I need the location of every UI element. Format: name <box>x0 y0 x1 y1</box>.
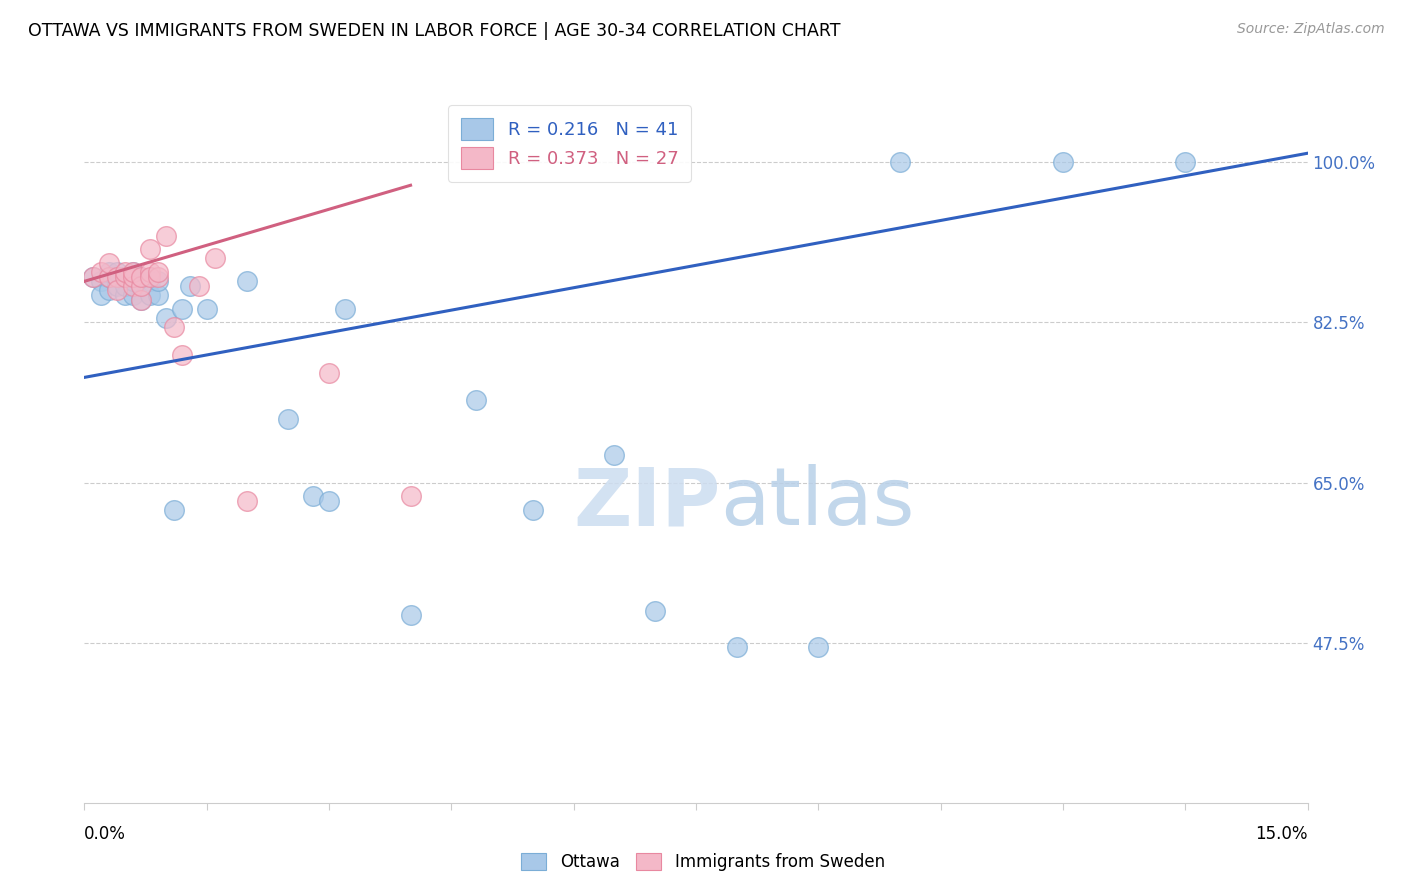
Point <box>138 269 160 284</box>
Point <box>889 155 911 169</box>
Point <box>163 503 186 517</box>
Point <box>603 448 626 462</box>
Point <box>97 265 120 279</box>
Point <box>277 411 299 425</box>
Text: 15.0%: 15.0% <box>1256 825 1308 843</box>
Point <box>105 269 128 284</box>
Point <box>131 269 153 284</box>
Point <box>236 274 259 288</box>
Text: atlas: atlas <box>720 464 915 542</box>
Point <box>146 288 169 302</box>
Point <box>97 284 120 298</box>
Point <box>195 301 218 316</box>
Point <box>105 284 128 298</box>
Point <box>122 269 145 284</box>
Point <box>131 293 153 307</box>
Point <box>464 393 486 408</box>
Point <box>138 274 160 288</box>
Point <box>131 279 153 293</box>
Text: Source: ZipAtlas.com: Source: ZipAtlas.com <box>1237 22 1385 37</box>
Legend: R = 0.216   N = 41, R = 0.373   N = 27: R = 0.216 N = 41, R = 0.373 N = 27 <box>449 105 692 182</box>
Point <box>138 242 160 256</box>
Point <box>114 279 136 293</box>
Point <box>122 265 145 279</box>
Text: ZIP: ZIP <box>574 464 720 542</box>
Point <box>318 494 340 508</box>
Point <box>105 265 128 279</box>
Point <box>82 269 104 284</box>
Point <box>318 366 340 380</box>
Point <box>122 265 145 279</box>
Point <box>114 288 136 302</box>
Point <box>725 640 748 655</box>
Point <box>114 269 136 284</box>
Point <box>163 320 186 334</box>
Point <box>90 265 112 279</box>
Point <box>335 301 357 316</box>
Point <box>204 252 226 266</box>
Point <box>82 269 104 284</box>
Point <box>131 269 153 284</box>
Point <box>399 489 422 503</box>
Point <box>155 310 177 325</box>
Point <box>399 608 422 623</box>
Point <box>105 269 128 284</box>
Point <box>131 293 153 307</box>
Point <box>155 228 177 243</box>
Point <box>179 279 201 293</box>
Point <box>97 269 120 284</box>
Point <box>1174 155 1197 169</box>
Point <box>90 274 112 288</box>
Point <box>122 288 145 302</box>
Text: OTTAWA VS IMMIGRANTS FROM SWEDEN IN LABOR FORCE | AGE 30-34 CORRELATION CHART: OTTAWA VS IMMIGRANTS FROM SWEDEN IN LABO… <box>28 22 841 40</box>
Point <box>522 503 544 517</box>
Point <box>236 494 259 508</box>
Point <box>122 279 145 293</box>
Point <box>146 265 169 279</box>
Point <box>644 604 666 618</box>
Legend: Ottawa, Immigrants from Sweden: Ottawa, Immigrants from Sweden <box>513 845 893 880</box>
Point <box>97 269 120 284</box>
Point <box>807 640 830 655</box>
Point <box>1052 155 1074 169</box>
Point <box>301 489 323 503</box>
Text: 0.0%: 0.0% <box>84 825 127 843</box>
Point <box>138 265 160 279</box>
Point <box>90 288 112 302</box>
Point <box>187 279 209 293</box>
Point <box>172 347 194 361</box>
Point <box>138 288 160 302</box>
Point <box>172 301 194 316</box>
Point <box>146 274 169 288</box>
Point <box>114 265 136 279</box>
Point <box>97 256 120 270</box>
Point <box>122 274 145 288</box>
Point <box>114 269 136 284</box>
Point <box>105 279 128 293</box>
Point <box>146 269 169 284</box>
